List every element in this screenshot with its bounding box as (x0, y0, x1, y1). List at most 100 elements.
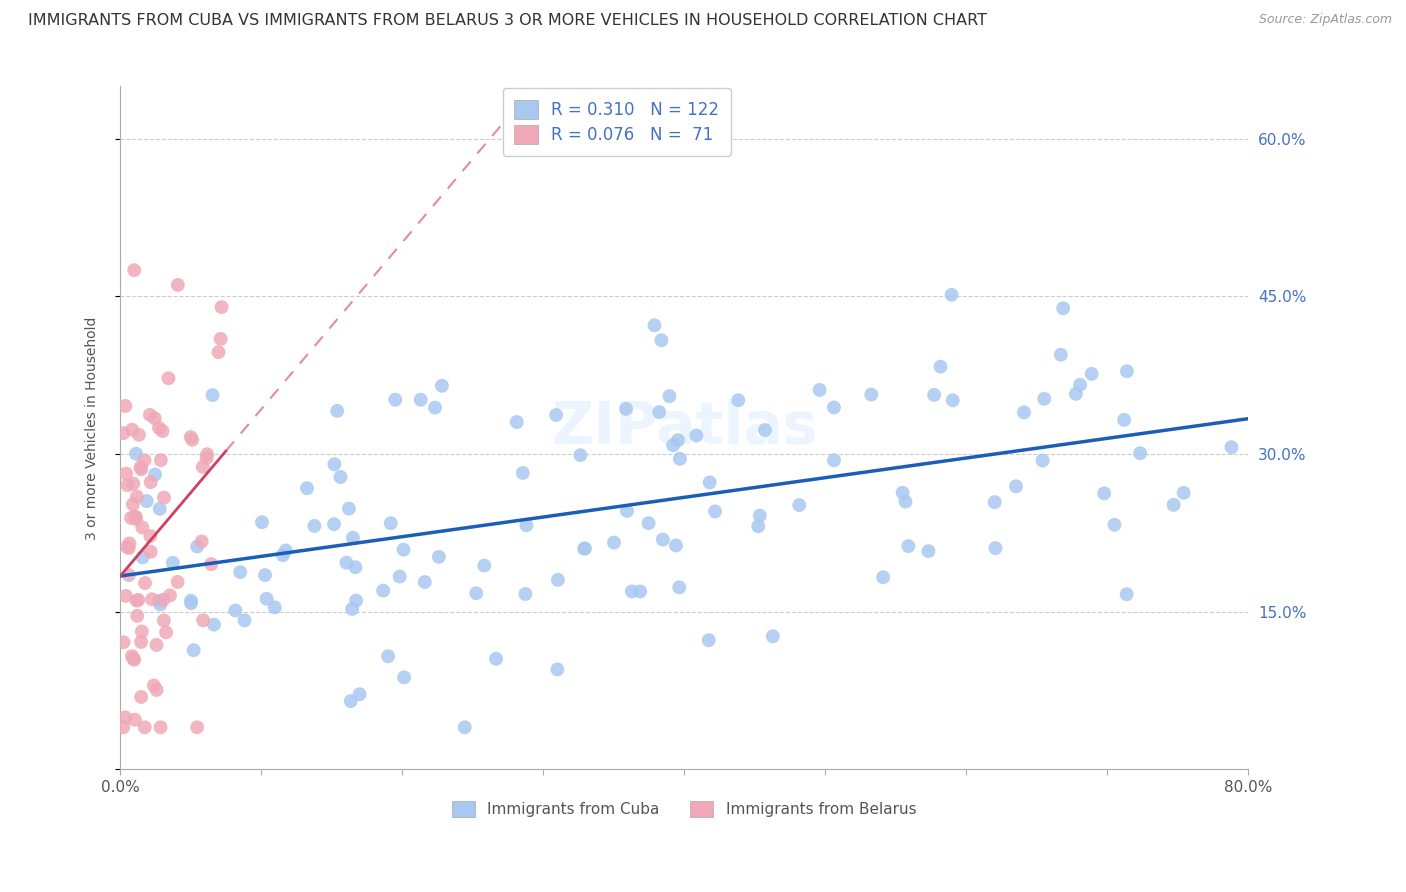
Point (472, 558, 495, 573)
Point (342, 531, 364, 545)
Point (124, 509, 146, 524)
Point (127, 593, 149, 607)
Point (124, 713, 146, 727)
Point (1069, 377, 1091, 392)
Point (337, 501, 360, 516)
Point (114, 710, 136, 724)
Point (274, 543, 297, 558)
Point (1049, 348, 1071, 362)
Point (186, 720, 208, 734)
Point (145, 638, 167, 652)
Point (1220, 440, 1243, 454)
Text: ZIPatlas: ZIPatlas (551, 400, 817, 457)
Point (1052, 301, 1074, 316)
Point (121, 649, 143, 664)
Point (823, 453, 845, 467)
Point (1080, 367, 1102, 381)
Point (139, 545, 162, 559)
Point (152, 424, 174, 438)
Point (485, 652, 508, 666)
Point (515, 587, 537, 601)
Point (1092, 486, 1115, 500)
Point (454, 720, 477, 734)
Point (153, 614, 176, 628)
Point (669, 451, 692, 466)
Point (117, 478, 139, 492)
Point (211, 300, 233, 314)
Point (142, 679, 165, 693)
Point (727, 393, 749, 408)
Point (207, 345, 229, 359)
Point (153, 491, 176, 505)
Point (917, 544, 939, 558)
Point (256, 591, 278, 606)
Point (139, 529, 162, 543)
Point (546, 408, 568, 422)
Point (1012, 405, 1035, 419)
Point (152, 592, 174, 607)
Point (129, 462, 152, 476)
Point (515, 518, 537, 533)
Point (808, 383, 831, 397)
Point (149, 453, 172, 467)
Point (190, 534, 212, 549)
Point (183, 643, 205, 657)
Point (699, 475, 721, 490)
Point (129, 459, 152, 474)
Point (1163, 498, 1185, 512)
Point (200, 557, 222, 571)
Point (344, 560, 367, 574)
Point (131, 624, 153, 639)
Point (125, 447, 148, 461)
Point (423, 401, 446, 415)
Point (128, 427, 150, 442)
Point (1129, 446, 1152, 460)
Point (603, 535, 626, 549)
Point (894, 494, 917, 508)
Point (1005, 479, 1028, 493)
Point (413, 574, 436, 589)
Point (162, 556, 184, 570)
Point (122, 263, 145, 277)
Point (392, 542, 415, 557)
Point (648, 405, 671, 419)
Point (392, 670, 415, 684)
Point (1033, 392, 1056, 406)
Point (704, 504, 727, 518)
Point (125, 490, 148, 504)
Point (122, 651, 145, 665)
Point (121, 423, 143, 437)
Point (195, 447, 218, 461)
Point (1116, 364, 1139, 378)
Point (201, 388, 224, 402)
Point (465, 586, 488, 600)
Point (984, 541, 1007, 555)
Point (748, 508, 770, 523)
Point (304, 519, 326, 533)
Point (118, 536, 141, 550)
Y-axis label: 3 or more Vehicles in Household: 3 or more Vehicles in Household (86, 316, 100, 540)
Point (409, 392, 432, 407)
Point (118, 568, 141, 582)
Point (115, 467, 138, 481)
Point (271, 548, 294, 562)
Point (115, 540, 138, 554)
Point (233, 613, 256, 627)
Point (118, 541, 141, 555)
Point (1173, 486, 1195, 500)
Point (202, 617, 225, 632)
Point (195, 450, 218, 465)
Point (547, 573, 569, 587)
Text: Source: ZipAtlas.com: Source: ZipAtlas.com (1258, 13, 1392, 27)
Point (344, 593, 367, 607)
Text: IMMIGRANTS FROM CUBA VS IMMIGRANTS FROM BELARUS 3 OR MORE VEHICLES IN HOUSEHOLD : IMMIGRANTS FROM CUBA VS IMMIGRANTS FROM … (28, 13, 987, 29)
Point (323, 457, 346, 471)
Point (131, 520, 153, 534)
Point (135, 494, 157, 508)
Point (139, 408, 162, 422)
Point (191, 459, 214, 474)
Point (384, 392, 406, 407)
Point (155, 625, 177, 640)
Point (131, 550, 153, 565)
Point (149, 720, 172, 734)
